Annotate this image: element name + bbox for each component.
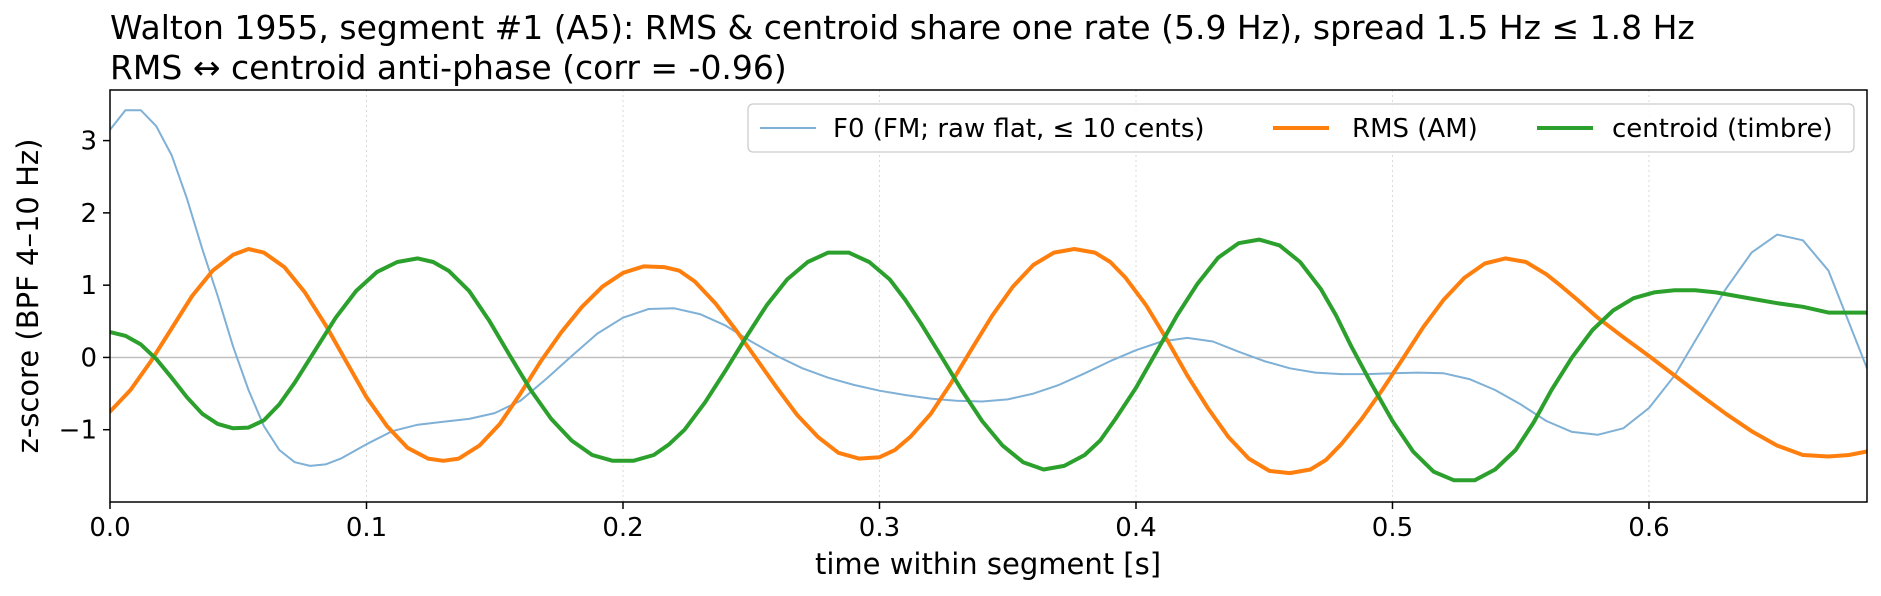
x-tick-label: 0.5: [1372, 513, 1413, 543]
series-line-rms: [110, 247, 1867, 476]
y-axis-label: z-score (BPF 4–10 Hz): [11, 139, 45, 454]
y-tick-label: 1: [80, 271, 97, 301]
x-tick-label: 0.6: [1628, 513, 1669, 543]
series-line-centroid: [110, 237, 1867, 483]
x-tick-label: 0.0: [89, 513, 130, 543]
y-tick-label: −1: [59, 416, 97, 446]
x-tick-label: 0.3: [859, 513, 900, 543]
x-axis-ticks: 0.0 0.1 0.2 0.3 0.4 0.5 0.6: [89, 502, 1670, 543]
legend-label-rms: RMS (AM): [1352, 114, 1478, 144]
series-layer: [110, 109, 1867, 483]
y-tick-label: 2: [80, 199, 97, 229]
series-line-f0: [110, 109, 1867, 467]
y-tick-label: 0: [80, 343, 97, 373]
legend-label-centroid: centroid (timbre): [1612, 114, 1833, 144]
legend-label-f0: F0 (FM; raw flat, ≤ 10 cents): [833, 114, 1205, 144]
y-axis-ticks: −1 0 1 2 3: [59, 127, 110, 446]
x-tick-label: 0.2: [602, 513, 643, 543]
plot-area-frame: [109, 89, 1868, 503]
chart-title-line-1: Walton 1955, segment #1 (A5): RMS & cent…: [110, 8, 1695, 47]
x-axis-label: time within segment [s]: [815, 547, 1161, 581]
x-tick-label: 0.1: [346, 513, 387, 543]
y-tick-label: 3: [80, 127, 97, 157]
legend: F0 (FM; raw flat, ≤ 10 cents) RMS (AM) c…: [747, 103, 1855, 153]
x-tick-label: 0.4: [1115, 513, 1156, 543]
grid-layer: [365, 90, 1650, 502]
chart-title-line-2: RMS ↔ centroid anti-phase (corr = -0.96): [110, 48, 787, 87]
